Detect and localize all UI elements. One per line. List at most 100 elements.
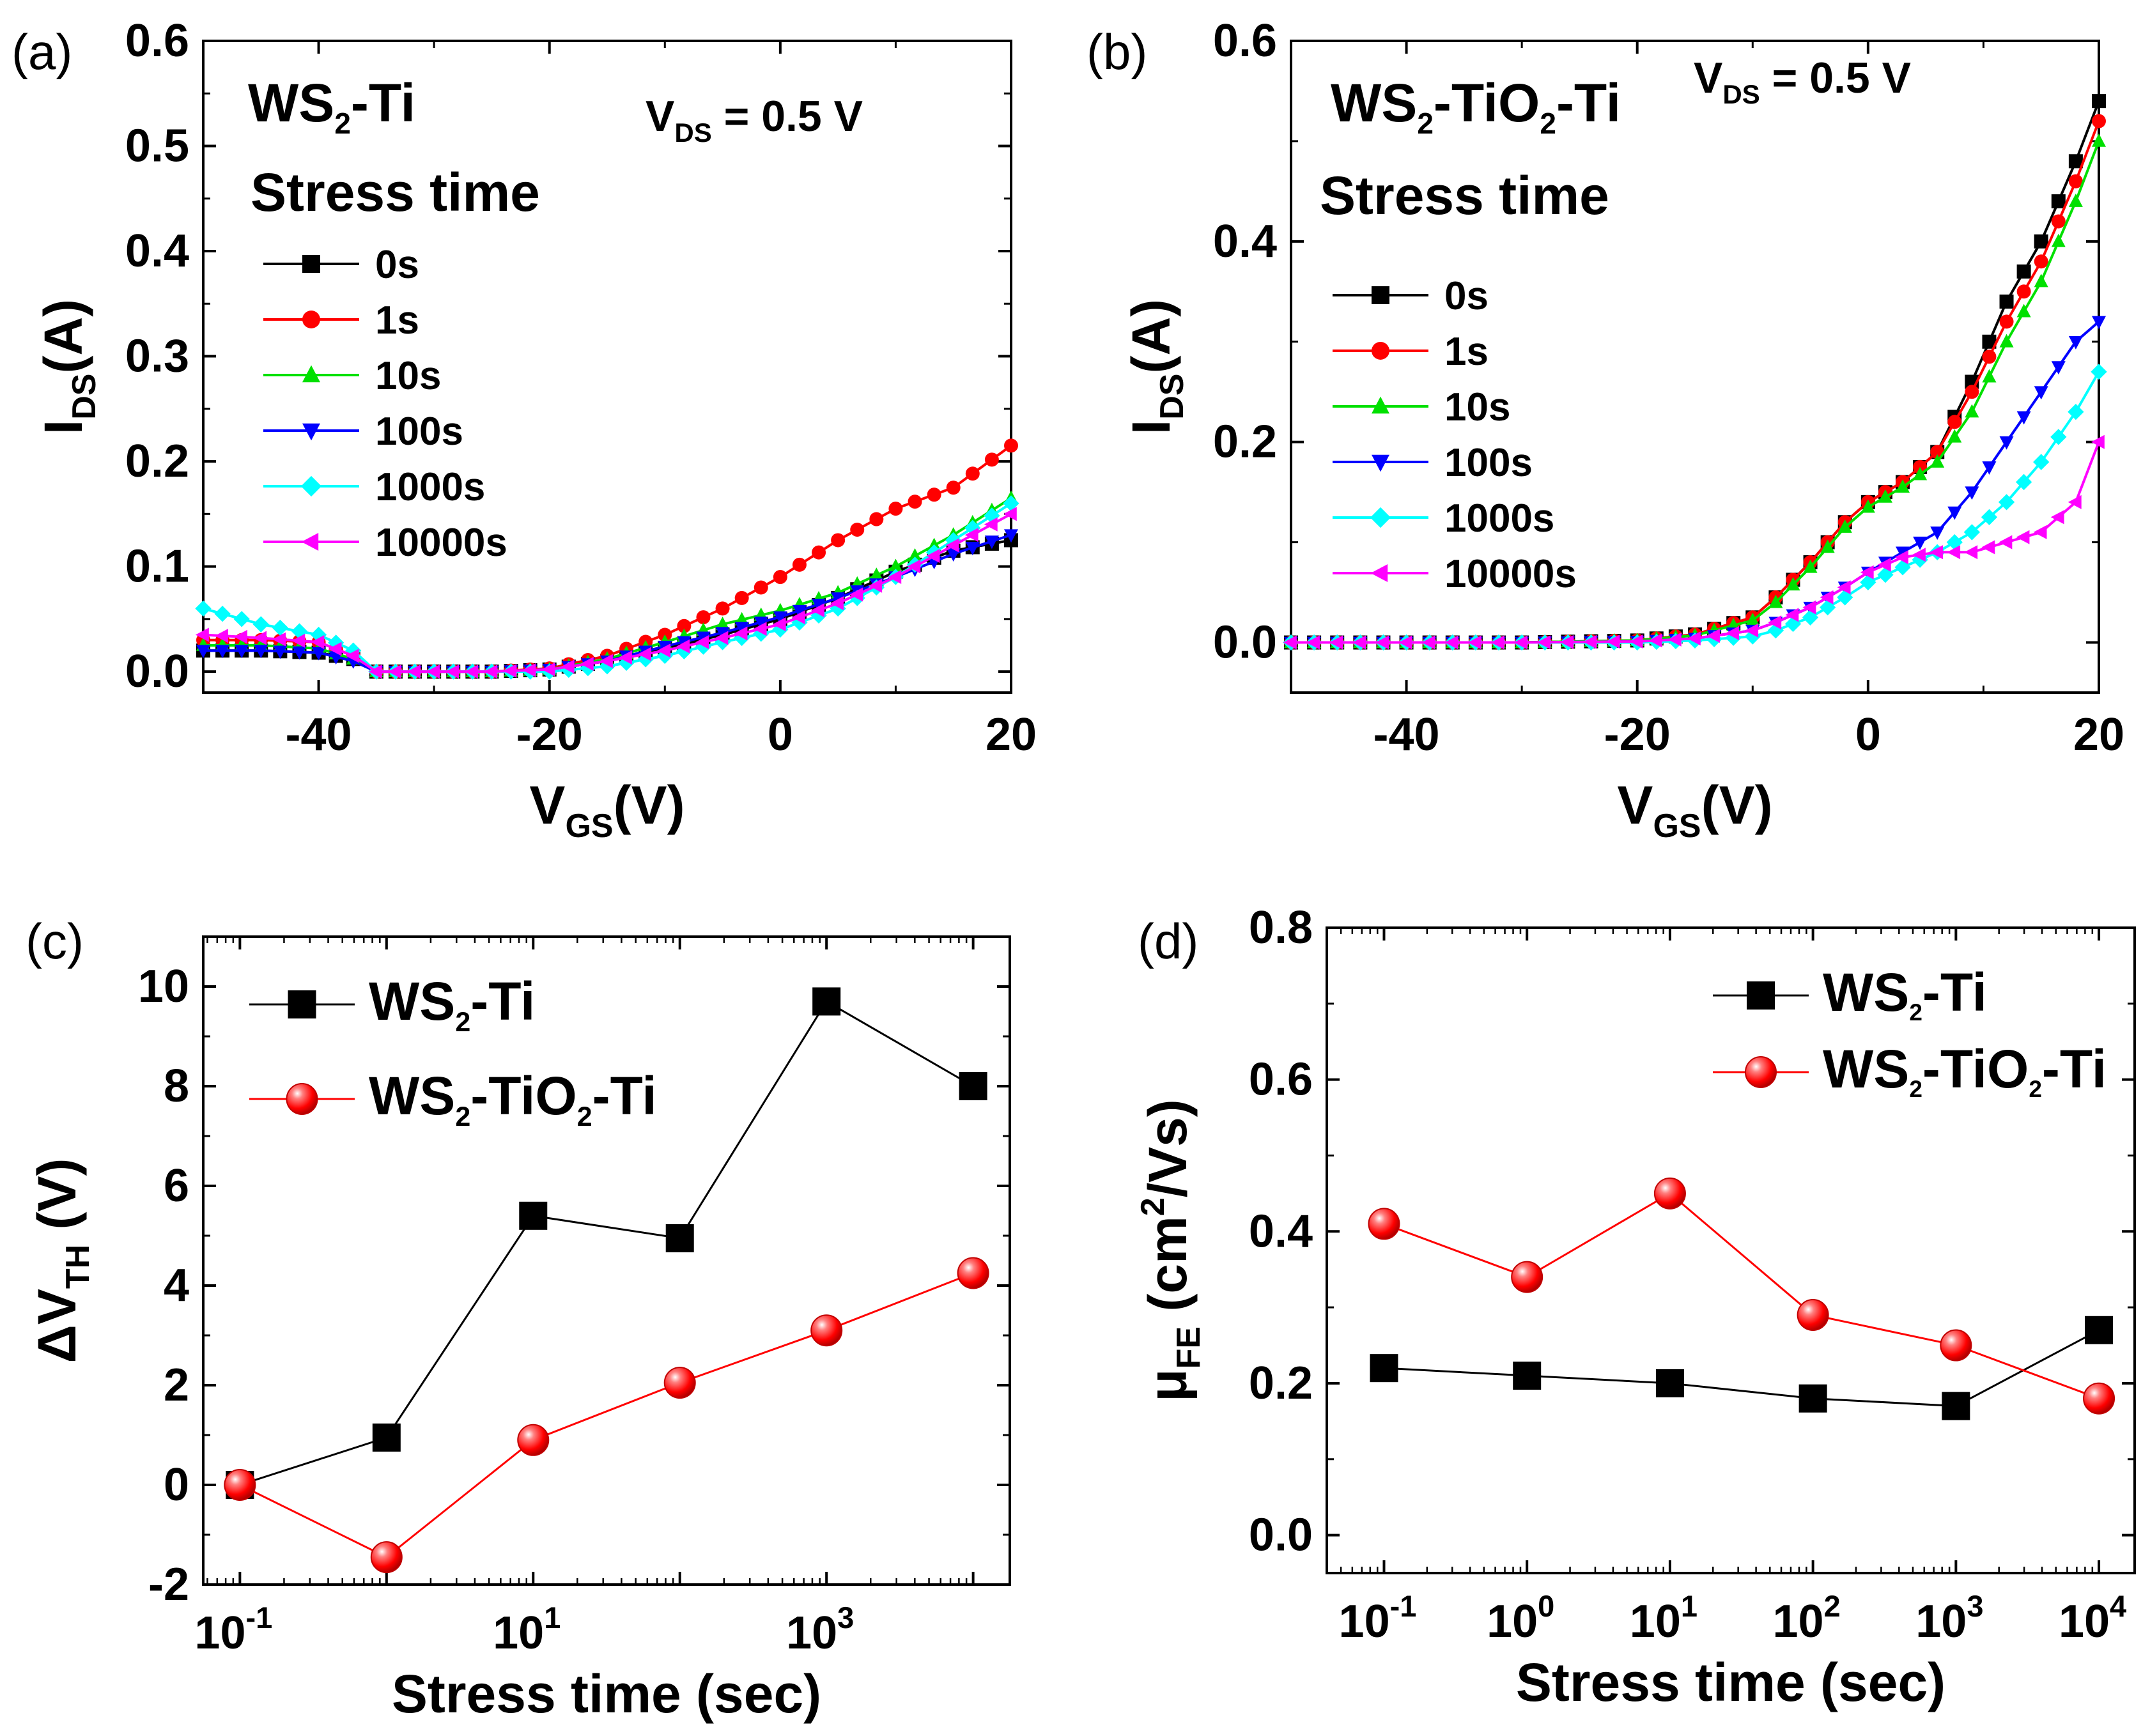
data-point	[2068, 495, 2082, 509]
data-point	[869, 567, 884, 581]
data-point	[1965, 404, 1979, 418]
data-point	[946, 480, 961, 495]
y-tick-label: 0.2	[1249, 1358, 1313, 1409]
y-tick-label: 2	[164, 1360, 189, 1411]
data-point	[1004, 529, 1018, 543]
data-point	[2033, 525, 2047, 539]
data-point	[2034, 386, 2048, 400]
text-part: 0	[1538, 1589, 1554, 1623]
legend-marker	[288, 990, 316, 1018]
legend-label: 1s	[375, 298, 419, 342]
legend-entry: 10000s	[1333, 552, 1577, 596]
data-point	[195, 627, 209, 642]
legend-entry: 1000s	[1333, 496, 1554, 541]
data-point	[1982, 334, 1997, 349]
data-point	[2034, 273, 2048, 288]
panel-d: (d) 0.00.20.40.60.810-1 100 101 102 103 104St…	[1134, 902, 2136, 1712]
data-point	[831, 592, 846, 606]
data-point	[1930, 526, 1945, 541]
y-tick-label: 8	[164, 1061, 189, 1112]
data-point	[1375, 635, 1389, 650]
data-point	[1352, 635, 1366, 650]
data-point	[715, 631, 729, 645]
y-axis-label: IDS(A)	[33, 299, 103, 434]
data-point	[663, 1367, 696, 1399]
data-point	[810, 1314, 843, 1347]
y-tick-label: 0.4	[1213, 216, 1277, 267]
x-tick-label: -20	[516, 709, 583, 760]
data-point	[561, 659, 575, 674]
data-point	[311, 635, 325, 650]
plot-a: 0.00.10.20.30.40.50.6-40 -20 0 20VGS(V)IDS(…	[33, 15, 1037, 845]
text-part: (V)	[27, 1158, 87, 1244]
data-point	[1930, 454, 1945, 468]
data-point	[1653, 1177, 1686, 1210]
data-point	[2051, 233, 2066, 247]
legend-title: Stress time	[1320, 165, 1609, 226]
legend-label: 1000s	[375, 465, 485, 509]
text-part: 1	[1681, 1589, 1698, 1623]
data-point	[1003, 507, 1017, 521]
text-part: (V)	[1701, 775, 1773, 835]
data-point	[1982, 350, 1997, 364]
text-part: -TiO	[470, 1066, 576, 1126]
data-point	[753, 622, 767, 636]
data-point	[1940, 1329, 1972, 1362]
data-point	[215, 645, 230, 659]
text-part: 2	[577, 1102, 592, 1132]
text-part: I	[33, 420, 93, 434]
data-point	[715, 616, 730, 630]
data-point	[1877, 557, 1891, 572]
data-point	[1467, 635, 1481, 650]
text-part: 2	[1417, 107, 1434, 140]
text-part: DS	[66, 374, 103, 420]
text-part: DS	[1722, 79, 1759, 109]
data-point	[2016, 411, 2031, 425]
data-point	[2016, 530, 2030, 544]
data-point	[734, 590, 749, 605]
legend-marker	[301, 533, 319, 551]
data-point	[1784, 615, 1802, 633]
data-point	[2091, 364, 2107, 380]
legend-label: 10s	[375, 354, 441, 398]
y-tick-label: 0.0	[1213, 617, 1277, 668]
data-point	[2068, 174, 2083, 188]
series-line	[1383, 1192, 2100, 1400]
data-point	[1860, 565, 1874, 580]
y-tick-label: 0.2	[125, 436, 189, 487]
data-point	[345, 649, 359, 663]
text-part: 2	[1540, 107, 1556, 140]
data-point	[519, 1201, 548, 1230]
legend-marker	[302, 365, 320, 383]
data-point	[618, 654, 635, 672]
text-part: WS	[1823, 962, 1909, 1022]
data-point	[1820, 539, 1835, 553]
data-point	[791, 610, 805, 625]
data-point	[1999, 535, 2013, 549]
data-point	[927, 488, 941, 502]
text-part: WS	[369, 1066, 455, 1126]
legend-label: 0s	[375, 243, 419, 287]
data-point	[657, 643, 671, 658]
data-point	[235, 645, 249, 659]
data-point	[541, 662, 555, 677]
data-point	[2092, 114, 2106, 128]
data-point	[254, 645, 268, 659]
data-point	[522, 663, 536, 677]
data-point	[676, 639, 690, 654]
x-axis-label: VGS(V)	[1617, 775, 1772, 845]
text-part: (cm	[1138, 1216, 1198, 1326]
data-point	[1745, 623, 1759, 638]
data-point	[1283, 635, 1297, 650]
legend-marker	[302, 423, 320, 441]
x-tick-label: 100	[1487, 1589, 1554, 1647]
text-part: FE	[1170, 1326, 1207, 1369]
text-part: 10	[194, 1608, 245, 1659]
panel-a: (a) 0.00.10.20.30.40.50.6-40 -20 0 20VGS(V)…	[12, 15, 1037, 845]
series-line	[239, 1272, 974, 1558]
data-point	[2068, 335, 2083, 350]
data-point	[965, 466, 980, 481]
data-point	[1606, 634, 1620, 649]
data-point	[965, 542, 980, 556]
data-point	[1745, 612, 1760, 626]
